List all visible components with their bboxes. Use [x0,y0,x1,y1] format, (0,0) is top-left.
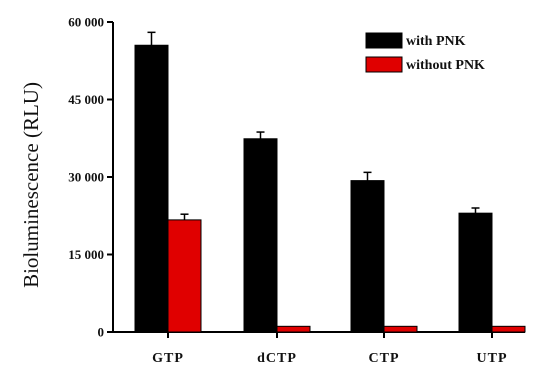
bar-without-pnk-gtp [167,219,202,333]
legend-label-without-pnk: without PNK [406,58,485,73]
x-category-label: dCTP [257,351,297,366]
y-tick-label: 30 000 [68,170,104,185]
bar-without-pnk-utp [491,325,526,333]
legend-label-with-pnk: with PNK [406,34,466,49]
y-tick-label: 45 000 [68,92,104,107]
legend-swatch-without-pnk [365,56,403,73]
x-category-label: GTP [152,351,184,366]
x-category-label: CTP [369,351,400,366]
legend-swatch-with-pnk [365,32,403,49]
bar-with-pnk-ctp [350,180,385,333]
x-category-label: UTP [477,351,508,366]
y-axis-label: Bioluminescence (RLU) [19,82,43,288]
bar-with-pnk-utp [458,212,493,333]
bar-with-pnk-gtp [134,44,169,333]
bar-without-pnk-ctp [383,325,418,333]
y-tick-label: 60 000 [68,15,104,30]
plot-area: 0 15 000 30 000 45 000 60 000 GTP dCTP CTP UTP wi… [68,15,526,366]
bar-with-pnk-dctp [243,138,278,333]
y-tick-label: 0 [98,325,105,340]
bar-without-pnk-dctp [276,325,311,333]
y-tick-label: 15 000 [68,247,104,262]
